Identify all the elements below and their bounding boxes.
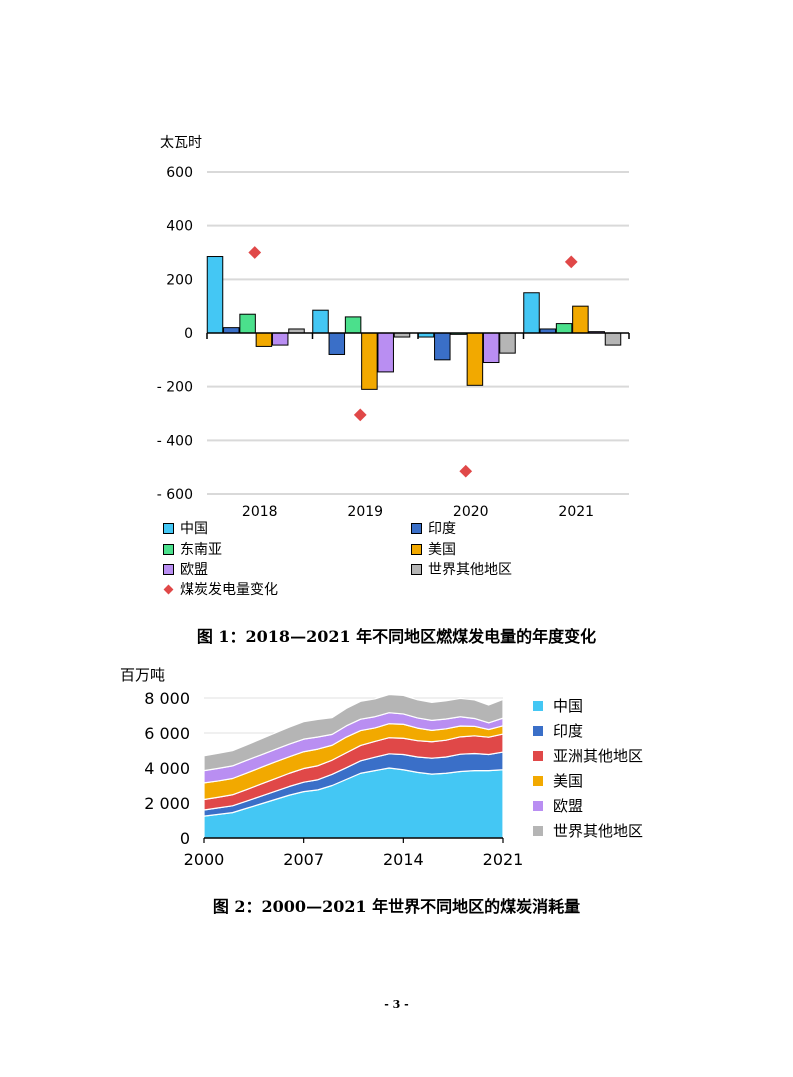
legend2-item-other-asia: 亚洲其他地区	[533, 745, 643, 766]
legend-label-india: 印度	[428, 521, 456, 537]
marker-coal-power-change-2020	[459, 464, 473, 478]
y-tick-label: - 400	[157, 433, 193, 449]
legend2-swatch-china	[533, 700, 543, 711]
legend2-label-china: 中国	[553, 697, 584, 715]
legend-label-southeast-asia: 东南亚	[180, 542, 222, 558]
page-number: - 3 -	[384, 998, 409, 1011]
legend-label-china: 中国	[180, 521, 208, 537]
legend2-label-eu: 欧盟	[553, 797, 584, 815]
legend-item-eu: 欧盟	[163, 559, 208, 579]
y-tick-label: 600	[166, 165, 193, 181]
legend2-item-usa: 美国	[533, 770, 583, 791]
legend2-item-rest-of-world: 世界其他地区	[533, 820, 643, 841]
y-tick-label: 0	[184, 326, 193, 342]
legend-label-eu: 欧盟	[180, 562, 208, 578]
y-tick-label: - 200	[157, 380, 193, 396]
x-tick-label: 2007	[283, 850, 324, 869]
chart1-svg: 600 400 200 0 - 200 - 400 - 600 2018 2019 2020 202…	[157, 165, 630, 520]
area-rest-of-world	[203, 693, 504, 772]
legend-swatch-rest-of-world	[411, 563, 422, 575]
legend-item-china: 中国	[163, 518, 208, 538]
legend-swatch-southeast-asia	[163, 543, 174, 555]
legend2-label-india: 印度	[553, 722, 584, 740]
legend-item-india: 印度	[411, 518, 456, 538]
legend-swatch-india	[411, 522, 422, 534]
x-tick-label: 2018	[242, 504, 278, 520]
legend-swatch-usa	[411, 543, 422, 555]
marker-coal-power-change-2019	[353, 408, 367, 422]
chart2-svg: 0 2 000 4 000 6 000 8 000 2000 2007 2014 2021	[144, 689, 524, 869]
chart1-unit-label: 太瓦时	[160, 135, 202, 151]
legend-label-usa: 美国	[428, 542, 456, 558]
legend-item-southeast-asia: 东南亚	[163, 539, 222, 559]
legend2-swatch-eu	[533, 800, 543, 811]
y-tick-label: 2 000	[144, 794, 190, 813]
x-tick-label: 2021	[558, 504, 594, 520]
legend2-item-india: 印度	[533, 720, 583, 741]
legend-item-rest-of-world: 世界其他地区	[411, 559, 512, 579]
y-tick-label: 4 000	[144, 759, 190, 778]
legend-label-rest-of-world: 世界其他地区	[428, 562, 512, 578]
y-tick-label: - 600	[157, 487, 193, 503]
marker-coal-power-change-2018	[248, 246, 262, 259]
legend2-swatch-india	[533, 725, 543, 736]
legend2-label-rest-of-world: 世界其他地区	[553, 822, 644, 840]
legend2-swatch-usa	[533, 775, 543, 786]
y-tick-label: 400	[166, 219, 193, 235]
legend2-item-eu: 欧盟	[533, 795, 583, 816]
x-tick-label: 2020	[453, 504, 489, 520]
x-tick-label: 2000	[184, 850, 225, 869]
legend-item-coal-power-change: 煤炭发电量变化	[163, 579, 278, 599]
x-tick-label: 2019	[347, 504, 383, 520]
figure2-caption: 图 2：2000—2021 年世界不同地区的煤炭消耗量	[212, 897, 581, 916]
y-tick-label: 8 000	[144, 689, 190, 708]
legend2-swatch-other-asia	[533, 750, 543, 761]
y-tick-label: 0	[180, 829, 190, 848]
y-tick-label: 6 000	[144, 724, 190, 743]
legend-item-usa: 美国	[411, 539, 456, 559]
legend-swatch-china	[163, 522, 174, 534]
y-tick-label: 200	[166, 272, 193, 288]
chart2-unit-label: 百万吨	[120, 666, 166, 684]
legend2-label-usa: 美国	[553, 772, 584, 790]
figure1-caption: 图 1：2018—2021 年不同地区燃煤发电量的年度变化	[196, 627, 597, 646]
legend2-item-china: 中国	[533, 695, 583, 716]
legend-label-coal-power-change: 煤炭发电量变化	[180, 582, 278, 598]
legend2-label-other-asia: 亚洲其他地区	[553, 747, 644, 765]
x-tick-label: 2021	[483, 850, 524, 869]
x-tick-label: 2014	[383, 850, 424, 869]
legend2-swatch-rest-of-world	[533, 825, 543, 836]
legend-swatch-eu	[163, 563, 174, 575]
